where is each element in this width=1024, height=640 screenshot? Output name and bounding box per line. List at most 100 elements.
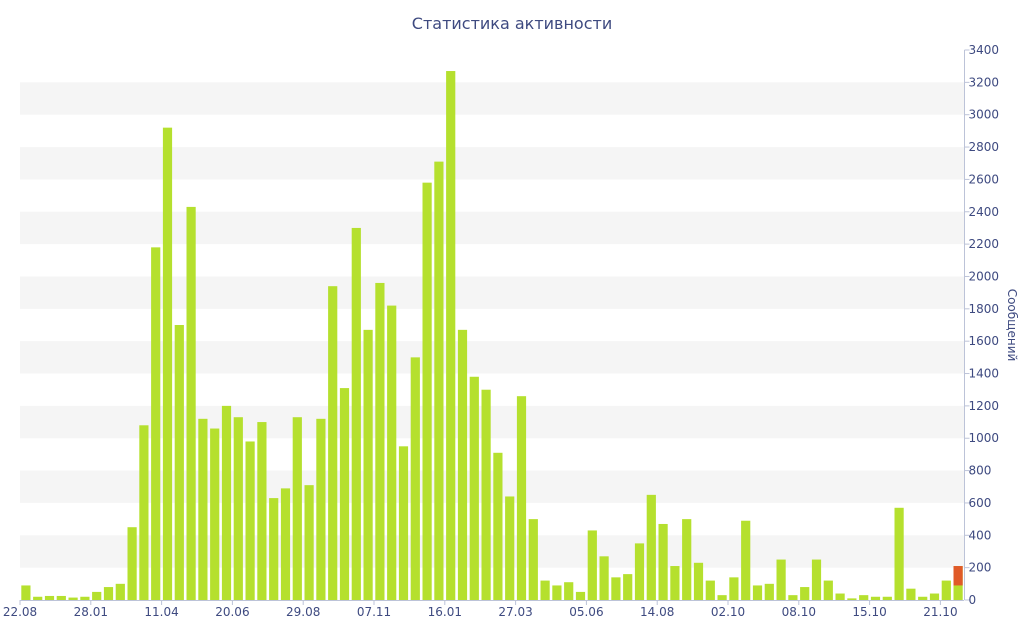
bar[interactable] xyxy=(221,405,232,600)
bar-highlight[interactable] xyxy=(953,566,963,586)
bar[interactable] xyxy=(186,206,196,600)
bar[interactable] xyxy=(599,556,609,600)
bar[interactable] xyxy=(422,182,432,600)
bar[interactable] xyxy=(918,596,928,600)
bar[interactable] xyxy=(21,585,31,600)
bar[interactable] xyxy=(387,305,397,600)
bar[interactable] xyxy=(375,282,385,600)
bar[interactable] xyxy=(280,488,291,600)
bar[interactable] xyxy=(540,580,550,600)
bar[interactable] xyxy=(328,286,338,600)
bar[interactable] xyxy=(139,425,149,600)
bar[interactable] xyxy=(752,585,763,600)
bar[interactable] xyxy=(446,71,456,600)
bar[interactable] xyxy=(115,583,125,600)
bar[interactable] xyxy=(434,161,444,600)
bar[interactable] xyxy=(870,596,881,600)
bar[interactable] xyxy=(835,593,845,600)
y-tick-label: 2400 xyxy=(969,205,1000,219)
bar[interactable] xyxy=(682,519,692,600)
bar[interactable] xyxy=(670,566,680,600)
x-tick-label: 28.01 xyxy=(74,605,108,619)
bar[interactable] xyxy=(741,520,751,600)
x-tick-label: 05.06 xyxy=(569,605,603,619)
bar[interactable] xyxy=(162,127,173,601)
bar[interactable] xyxy=(729,577,739,600)
bar[interactable] xyxy=(44,595,55,600)
y-tick-label: 1800 xyxy=(969,302,1000,316)
bar[interactable] xyxy=(292,417,302,600)
bar[interactable] xyxy=(316,418,326,600)
x-tick-label: 21.10 xyxy=(923,605,957,619)
bar[interactable] xyxy=(575,591,586,600)
bar[interactable] xyxy=(634,543,645,600)
bar[interactable] xyxy=(457,329,468,600)
bar[interactable] xyxy=(552,585,562,600)
bar[interactable] xyxy=(151,247,161,600)
bar[interactable] xyxy=(564,582,574,600)
y-tick-label: 2800 xyxy=(969,140,1000,154)
grid-band xyxy=(20,341,964,374)
bar[interactable] xyxy=(929,593,940,600)
x-tick-label: 11.04 xyxy=(144,605,178,619)
bar[interactable] xyxy=(80,596,90,600)
bar[interactable] xyxy=(505,496,515,600)
chart-title: Статистика активности xyxy=(411,14,613,33)
bar[interactable] xyxy=(941,580,951,600)
bar[interactable] xyxy=(859,595,869,600)
bar[interactable] xyxy=(398,446,409,600)
bar[interactable] xyxy=(339,388,350,600)
y-tick-label: 3200 xyxy=(969,75,1000,89)
bar[interactable] xyxy=(304,485,314,600)
bar[interactable] xyxy=(823,580,833,600)
bar[interactable] xyxy=(764,583,774,600)
bar[interactable] xyxy=(587,530,597,600)
bar[interactable] xyxy=(269,498,279,600)
bar[interactable] xyxy=(92,591,102,600)
bar[interactable] xyxy=(351,227,361,600)
bar[interactable] xyxy=(800,587,810,600)
bar[interactable] xyxy=(68,597,78,600)
bar[interactable] xyxy=(811,559,822,600)
bar[interactable] xyxy=(693,562,704,600)
bar[interactable] xyxy=(906,588,916,600)
bar[interactable] xyxy=(493,452,503,600)
bar[interactable] xyxy=(245,441,255,600)
x-tick-label: 14.08 xyxy=(640,605,674,619)
bar[interactable] xyxy=(717,595,727,600)
y-tick-label: 1200 xyxy=(969,399,1000,413)
bar[interactable] xyxy=(198,418,208,600)
bar[interactable] xyxy=(705,580,715,600)
bar[interactable] xyxy=(788,595,798,600)
bar[interactable] xyxy=(481,389,491,600)
grid-band xyxy=(20,211,964,245)
bar[interactable] xyxy=(56,595,66,600)
y-tick-label: 2200 xyxy=(969,237,1000,251)
bar[interactable] xyxy=(127,527,137,600)
bar[interactable] xyxy=(611,577,621,600)
bar[interactable] xyxy=(33,596,43,600)
bar[interactable] xyxy=(623,574,633,600)
bar[interactable] xyxy=(103,587,114,600)
bar[interactable] xyxy=(210,428,220,600)
x-tick-label: 29.08 xyxy=(286,605,320,619)
bar[interactable] xyxy=(776,559,786,600)
bar[interactable] xyxy=(257,422,267,600)
bar[interactable] xyxy=(646,494,656,600)
x-tick-label: 08.10 xyxy=(782,605,816,619)
bar[interactable] xyxy=(847,598,857,600)
y-tick-label: 800 xyxy=(969,464,992,478)
bar[interactable] xyxy=(516,396,527,600)
grid-band xyxy=(20,147,964,180)
bar[interactable] xyxy=(469,376,479,600)
bar[interactable] xyxy=(233,417,243,600)
bar[interactable] xyxy=(174,325,184,600)
x-tick-label: 15.10 xyxy=(852,605,886,619)
bar[interactable] xyxy=(410,357,420,600)
bar[interactable] xyxy=(894,507,904,600)
bar[interactable] xyxy=(528,519,538,600)
bar[interactable] xyxy=(658,523,668,600)
bar[interactable] xyxy=(882,596,892,600)
bar[interactable] xyxy=(363,329,373,600)
